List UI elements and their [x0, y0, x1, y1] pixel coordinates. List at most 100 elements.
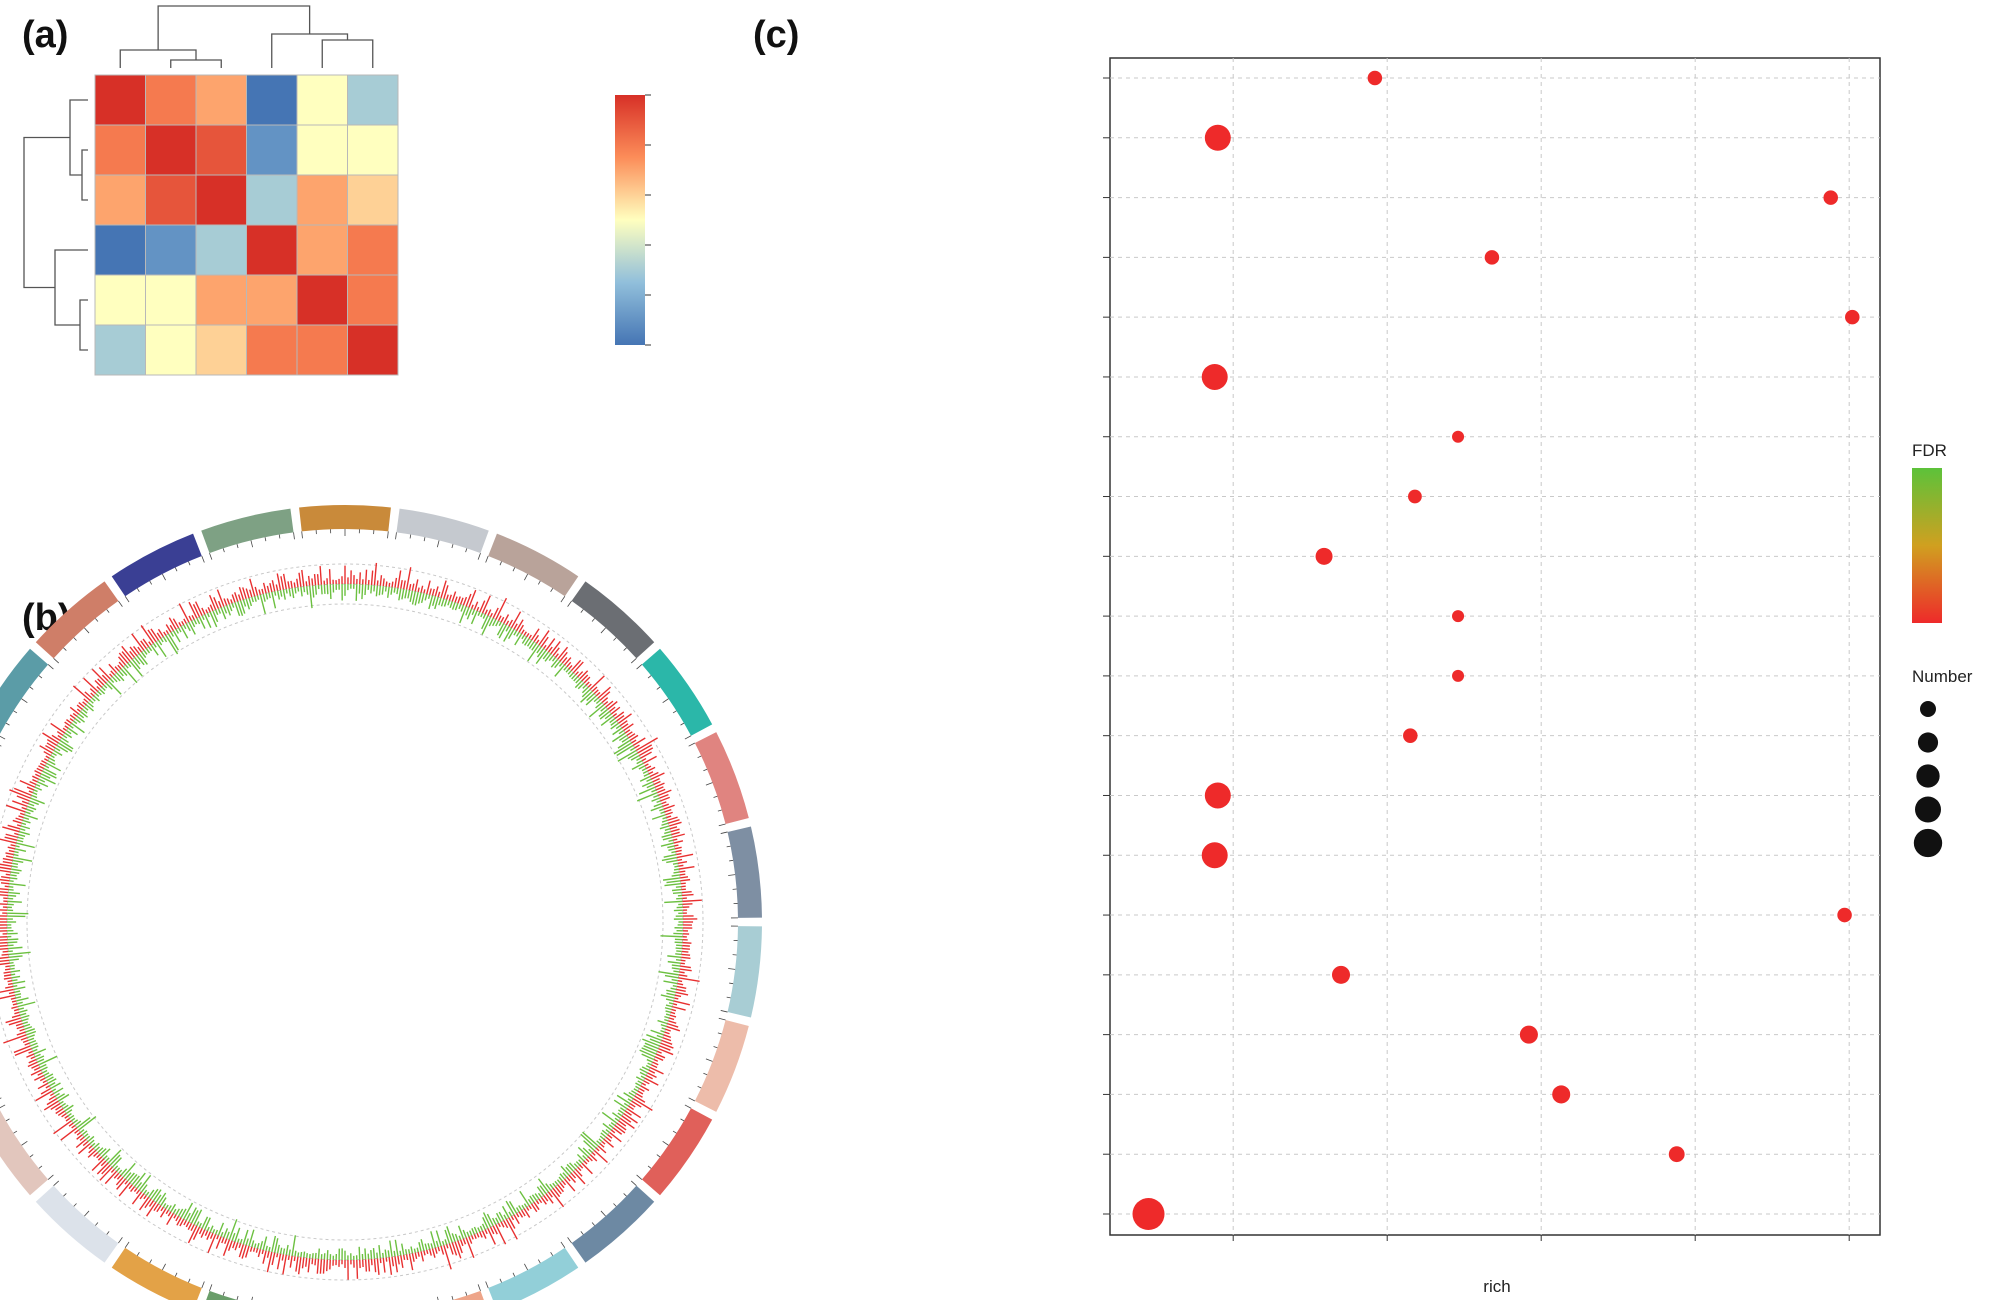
histogram-bar-up — [276, 1253, 279, 1258]
column-dendrogram-branch — [271, 33, 349, 68]
heatmap-cell — [94, 174, 146, 226]
histogram-bar-down — [565, 1166, 572, 1174]
histogram-bar-up — [328, 569, 331, 585]
column-dendrogram-branch — [170, 59, 222, 68]
histogram-bar-up — [443, 1245, 452, 1270]
histogram-bar-down — [51, 1088, 57, 1092]
histogram-bar-down — [639, 1049, 656, 1058]
histogram-bar-down — [20, 1014, 30, 1019]
chromosome-tick — [209, 1284, 213, 1292]
histogram-bar-up — [192, 1226, 201, 1240]
histogram-bar-up — [624, 729, 631, 734]
row-dendrogram-branch — [69, 99, 88, 176]
histogram-bar-down — [440, 598, 445, 607]
histogram-bar-up — [33, 1066, 41, 1071]
histogram-bar-down — [503, 627, 513, 642]
histogram-bar-up — [679, 873, 686, 876]
histogram-bar-down — [621, 737, 629, 743]
histogram-bar-down — [552, 1182, 556, 1187]
heatmap-cell — [246, 74, 298, 126]
histogram-bar-up — [234, 592, 239, 602]
histogram-bar-down — [193, 619, 198, 625]
chromosome-tick — [29, 1154, 34, 1158]
histogram-bar-up — [179, 1218, 185, 1227]
histogram-bar-down — [601, 1129, 609, 1136]
histogram-bar-up — [434, 586, 439, 597]
histogram-bar-up — [423, 589, 426, 594]
histogram-bar-down — [481, 615, 489, 630]
histogram-bar-down — [155, 1194, 162, 1203]
histogram-bar-up — [7, 824, 21, 830]
histogram-bar-up — [663, 804, 675, 810]
histogram-bar-up — [7, 980, 13, 983]
histogram-bar-up — [39, 745, 53, 754]
histogram-bar-down — [10, 871, 20, 875]
histogram-bar-down — [477, 611, 481, 616]
histogram-bar-up — [91, 668, 107, 684]
histogram-bar-down — [646, 1058, 653, 1063]
histogram-bar-up — [117, 656, 127, 666]
histogram-bar-up — [495, 597, 508, 620]
histogram-bar-up — [10, 844, 16, 847]
histogram-bar-down — [105, 682, 113, 690]
histogram-bar-up — [563, 1178, 576, 1192]
chromosome-tick — [465, 548, 468, 553]
histogram-bar-down — [56, 744, 69, 753]
chromosome-tick — [684, 1104, 692, 1109]
histogram-bar-down — [91, 1142, 96, 1147]
chromosome-tick — [647, 675, 652, 679]
histogram-bar-down — [444, 1229, 451, 1244]
histogram-bar-down — [665, 1013, 671, 1016]
histogram-bar-up — [98, 667, 111, 680]
histogram-bar-down — [410, 1246, 414, 1254]
data-point — [1452, 430, 1465, 443]
histogram-bar-down — [35, 783, 41, 787]
histogram-bar-up — [188, 601, 198, 619]
histogram-bar-down — [89, 1139, 95, 1145]
histogram-bar-down — [101, 1148, 111, 1158]
chromosome-tick — [188, 561, 191, 566]
histogram-bar-down — [616, 744, 634, 757]
histogram-bar-down — [165, 1204, 169, 1210]
chromosome-tick — [236, 544, 239, 549]
chromosome-segment — [571, 581, 655, 659]
histogram-bar-down — [665, 1004, 673, 1008]
histogram-bar-up — [653, 1058, 659, 1062]
histogram-bar-down — [24, 1026, 33, 1030]
histogram-bar-down — [633, 1088, 639, 1092]
histogram-bar-down — [580, 690, 593, 703]
histogram-bar-up — [669, 826, 678, 830]
histogram-bar-down — [239, 600, 246, 614]
histogram-bar-up — [623, 723, 634, 732]
histogram-bar-up — [262, 582, 267, 594]
chromosome-tick — [0, 735, 6, 740]
histogram-bar-down — [78, 713, 85, 719]
histogram-bar-up — [434, 1247, 438, 1254]
heatmap-cell — [246, 224, 298, 276]
histogram-bar-down — [573, 676, 579, 682]
histogram-bar-down — [32, 1048, 38, 1052]
histogram-bar-down — [113, 674, 121, 682]
histogram-bar-up — [159, 1208, 167, 1218]
histogram-bar-down — [568, 672, 574, 678]
histogram-bar-down — [23, 816, 30, 820]
histogram-bar-up — [657, 788, 666, 794]
histogram-bar-up — [238, 586, 245, 600]
histogram-bar-down — [641, 1053, 655, 1061]
histogram-bar-down — [537, 1192, 542, 1198]
histogram-bar-up — [137, 646, 143, 653]
histogram-bar-up — [78, 702, 85, 708]
histogram-bar-down — [157, 1192, 167, 1205]
fdr-legend-title: FDR — [1912, 441, 1947, 460]
histogram-bar-up — [266, 1251, 273, 1273]
histogram-bar-down — [384, 586, 387, 592]
histogram-bar-up — [579, 670, 589, 680]
heatmap-cell — [246, 174, 298, 226]
heatmap-cell — [145, 274, 197, 326]
histogram-bar-down — [660, 1029, 665, 1033]
histogram-bar-down — [661, 833, 672, 838]
histogram-bar-down — [370, 584, 373, 594]
histogram-bar-down — [458, 604, 462, 610]
histogram-bar-down — [69, 1114, 75, 1119]
histogram-bar-down — [201, 1216, 209, 1229]
